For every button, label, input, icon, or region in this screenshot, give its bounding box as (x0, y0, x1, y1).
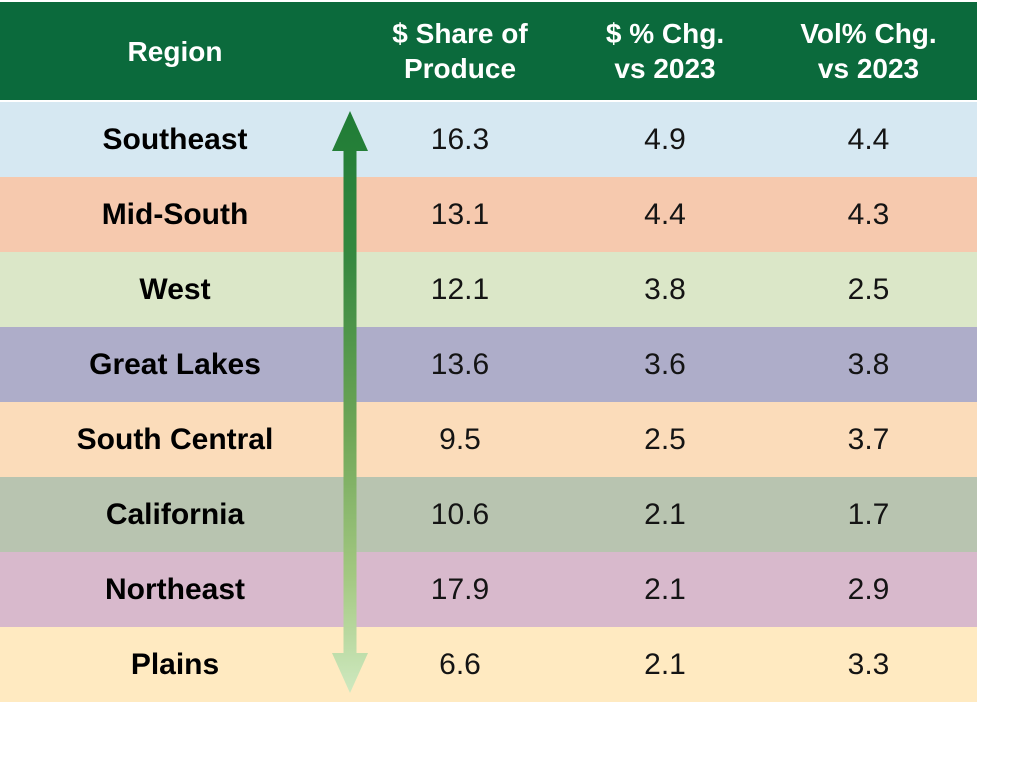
share-cell: 16.3 (430, 122, 490, 156)
region-cell: Plains (130, 647, 220, 681)
table-row-west: West 12.1 3.8 2.5 (0, 252, 977, 327)
vol-chg-cell: 3.7 (847, 422, 890, 456)
vol-chg-cell: 4.4 (847, 122, 890, 156)
dollar-chg-cell: 3.8 (644, 272, 686, 306)
table-header-row: Region $ Share of Produce $ % Chg. vs 20… (0, 2, 977, 100)
dollar-chg-cell: 3.6 (644, 347, 686, 381)
table-row-plains: Plains 6.6 2.1 3.3 (0, 627, 977, 702)
dollar-chg-cell: 4.4 (644, 197, 686, 231)
region-cell: South Central (76, 422, 274, 456)
table-row-california: California 10.6 2.1 1.7 (0, 477, 977, 552)
region-cell: Mid-South (101, 197, 249, 231)
dollar-chg-cell: 2.1 (644, 647, 686, 681)
column-header-dollar-chg: $ % Chg. vs 2023 (570, 16, 760, 86)
column-header-share: $ Share of Produce (350, 16, 570, 86)
dollar-chg-cell: 4.9 (644, 122, 686, 156)
column-header-vol-chg-line2: vs 2023 (817, 53, 920, 84)
vol-chg-cell: 1.7 (847, 497, 890, 531)
table-row-great-lakes: Great Lakes 13.6 3.6 3.8 (0, 327, 977, 402)
column-header-share-line1: $ Share of (392, 18, 528, 49)
vol-chg-cell: 4.3 (847, 197, 890, 231)
share-cell: 12.1 (430, 272, 490, 306)
vol-chg-cell: 3.8 (847, 347, 890, 381)
regional-produce-table: Region $ Share of Produce $ % Chg. vs 20… (0, 2, 977, 702)
region-cell: Great Lakes (89, 347, 261, 381)
table-row-south-central: South Central 9.5 2.5 3.7 (0, 402, 977, 477)
vol-chg-cell: 3.3 (847, 647, 890, 681)
share-cell: 13.1 (430, 197, 490, 231)
column-header-vol-chg: Vol% Chg. vs 2023 (760, 16, 977, 86)
column-header-vol-chg-line1: Vol% Chg. (800, 18, 937, 49)
share-cell: 9.5 (439, 422, 481, 456)
double-headed-arrow-shape (332, 111, 368, 693)
region-cell: California (105, 497, 245, 531)
dollar-chg-cell: 2.1 (644, 497, 686, 531)
column-header-share-line2: Produce (403, 53, 517, 84)
region-cell: West (139, 272, 211, 306)
region-cell: Northeast (104, 572, 246, 606)
share-cell: 17.9 (430, 572, 490, 606)
dollar-chg-cell: 2.1 (644, 572, 686, 606)
vol-chg-cell: 2.9 (847, 572, 890, 606)
table-row-northeast: Northeast 17.9 2.1 2.9 (0, 552, 977, 627)
column-header-dollar-chg-line1: $ % Chg. (605, 18, 725, 49)
region-cell: Southeast (102, 122, 248, 156)
column-header-region: Region (0, 34, 350, 69)
column-header-dollar-chg-line2: vs 2023 (614, 53, 716, 84)
share-cell: 10.6 (430, 497, 490, 531)
ranking-gradient-arrow-icon (332, 111, 368, 693)
column-header-region-label: Region (127, 35, 223, 67)
share-cell: 13.6 (430, 347, 490, 381)
dollar-chg-cell: 2.5 (644, 422, 686, 456)
table-row-southeast: Southeast 16.3 4.9 4.4 (0, 102, 977, 177)
vol-chg-cell: 2.5 (847, 272, 890, 306)
table-row-mid-south: Mid-South 13.1 4.4 4.3 (0, 177, 977, 252)
share-cell: 6.6 (439, 647, 481, 681)
